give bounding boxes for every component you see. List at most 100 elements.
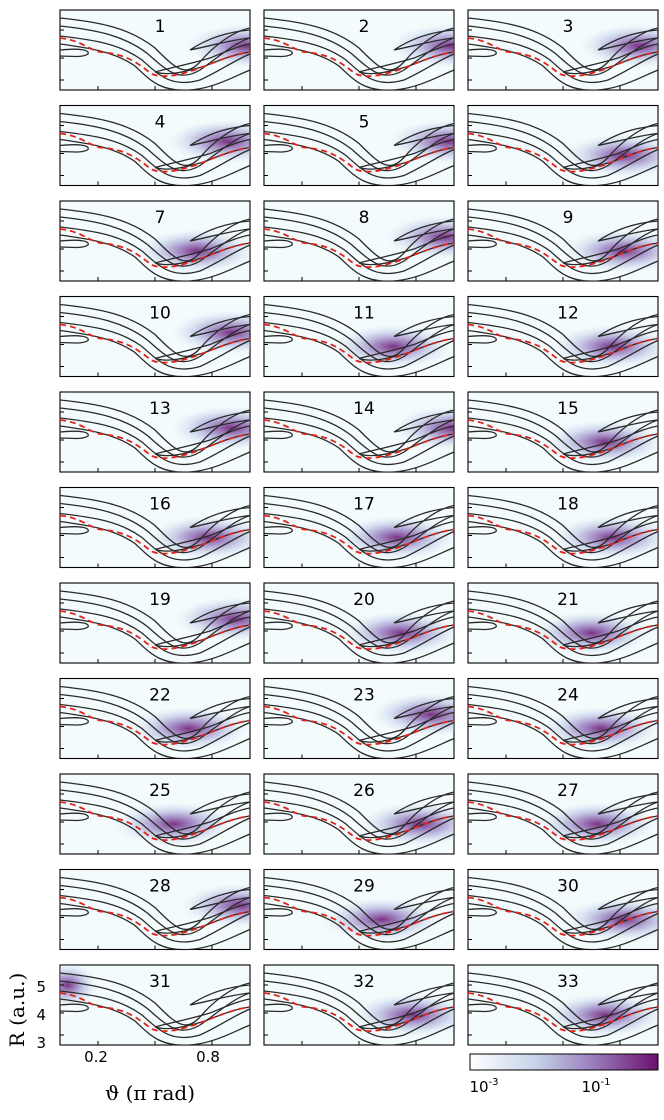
ridge-line bbox=[60, 323, 250, 364]
contour-line bbox=[264, 876, 454, 931]
contour-line bbox=[189, 984, 250, 1006]
contour-line bbox=[393, 697, 454, 720]
density-blob bbox=[352, 993, 454, 1037]
contour-line bbox=[264, 407, 454, 458]
contour-line bbox=[468, 407, 658, 458]
density-map bbox=[468, 208, 658, 281]
contour-line bbox=[597, 888, 658, 911]
panel-number: 17 bbox=[353, 495, 375, 515]
contour-line bbox=[358, 711, 454, 743]
contour-line bbox=[60, 430, 89, 440]
density-map bbox=[264, 781, 454, 854]
contour-line bbox=[189, 411, 250, 433]
panel: 12 bbox=[467, 295, 659, 378]
contour-line bbox=[468, 17, 658, 71]
contour-line bbox=[358, 998, 454, 1030]
panel: 15 bbox=[467, 391, 659, 473]
panel-number: 19 bbox=[149, 590, 171, 610]
contour-line bbox=[264, 430, 293, 440]
contour-line bbox=[189, 506, 250, 529]
contour-line bbox=[189, 29, 250, 51]
contour-line bbox=[468, 494, 658, 549]
contour-line bbox=[264, 311, 454, 363]
contour-line bbox=[468, 526, 497, 535]
panel: 17 bbox=[263, 486, 455, 569]
contour-line bbox=[60, 598, 250, 649]
ridge-line bbox=[60, 705, 250, 746]
panel-number: 15 bbox=[557, 399, 579, 419]
contour-line bbox=[393, 29, 454, 51]
density-map bbox=[60, 399, 250, 472]
panel: 13 bbox=[59, 391, 251, 473]
xtick-label: 0.2 bbox=[84, 1048, 108, 1066]
density-map bbox=[264, 590, 454, 663]
contour-line bbox=[264, 884, 454, 936]
density-blob bbox=[136, 229, 250, 273]
contour-line bbox=[264, 144, 293, 153]
density-blob bbox=[129, 706, 250, 751]
colorbar-tick-label: 10-3 bbox=[469, 1077, 498, 1096]
ridge-line bbox=[264, 801, 454, 842]
contour-line bbox=[264, 17, 454, 71]
contour-line bbox=[154, 998, 250, 1030]
contour-line bbox=[60, 621, 89, 631]
xtick-label: 0.8 bbox=[196, 1048, 220, 1066]
axes: 0.2 0.8 5 4 3 ϑ (π rad) R (a.u.) bbox=[5, 973, 220, 1105]
panel: 31 bbox=[59, 964, 251, 1046]
contour-line bbox=[562, 329, 658, 361]
contour-line bbox=[264, 494, 454, 549]
panel: 20 bbox=[263, 582, 455, 664]
contour-line bbox=[597, 506, 658, 529]
density-map bbox=[468, 303, 658, 377]
ridge-line bbox=[468, 801, 658, 842]
contour-line bbox=[468, 980, 658, 1031]
density-map bbox=[60, 112, 250, 186]
contour-line bbox=[154, 902, 250, 934]
density-blob bbox=[537, 802, 658, 846]
y-axis-label: R (a.u.) bbox=[5, 973, 29, 1048]
panel-number: 33 bbox=[557, 972, 579, 992]
contour-line bbox=[60, 876, 250, 931]
colorbar-gradient bbox=[469, 1053, 659, 1071]
density-map bbox=[264, 972, 454, 1045]
panel-number: 3 bbox=[563, 17, 574, 37]
panel: 8 bbox=[263, 200, 455, 282]
panel: 24 bbox=[467, 677, 659, 760]
contour-line bbox=[189, 124, 250, 147]
density-map bbox=[468, 685, 658, 759]
contour-line bbox=[264, 112, 454, 167]
contour-line bbox=[468, 789, 658, 840]
ridge-line bbox=[60, 514, 250, 555]
contour-line bbox=[264, 789, 454, 840]
contour-line bbox=[562, 425, 658, 457]
ridge-line bbox=[60, 228, 250, 269]
ridge-line bbox=[468, 419, 658, 460]
contour-line bbox=[264, 399, 454, 453]
contour-line bbox=[60, 112, 250, 167]
contour-line bbox=[264, 972, 454, 1026]
contour-line bbox=[264, 48, 293, 58]
panel-number: 11 bbox=[353, 304, 375, 324]
contour-line bbox=[264, 693, 454, 745]
ridge-line bbox=[264, 896, 454, 937]
ridge-line bbox=[468, 228, 658, 269]
contour-line bbox=[60, 693, 250, 745]
panel-number: 25 bbox=[149, 781, 171, 801]
contour-line bbox=[468, 621, 497, 631]
ridge-line bbox=[468, 323, 658, 364]
panel-number: 10 bbox=[149, 304, 171, 324]
ridge-line bbox=[264, 992, 454, 1033]
density-map bbox=[264, 685, 454, 759]
panel-number: 30 bbox=[557, 877, 579, 897]
contour-line bbox=[60, 208, 250, 262]
contour-line bbox=[60, 980, 250, 1031]
panel: 7 bbox=[59, 200, 251, 282]
contour-line bbox=[60, 717, 89, 726]
density-map bbox=[264, 399, 454, 472]
ytick-label: 3 bbox=[36, 1034, 46, 1052]
contour-line bbox=[358, 902, 454, 934]
panel-number: 5 bbox=[359, 113, 370, 133]
contour-line bbox=[468, 112, 658, 167]
density-map bbox=[468, 876, 658, 950]
